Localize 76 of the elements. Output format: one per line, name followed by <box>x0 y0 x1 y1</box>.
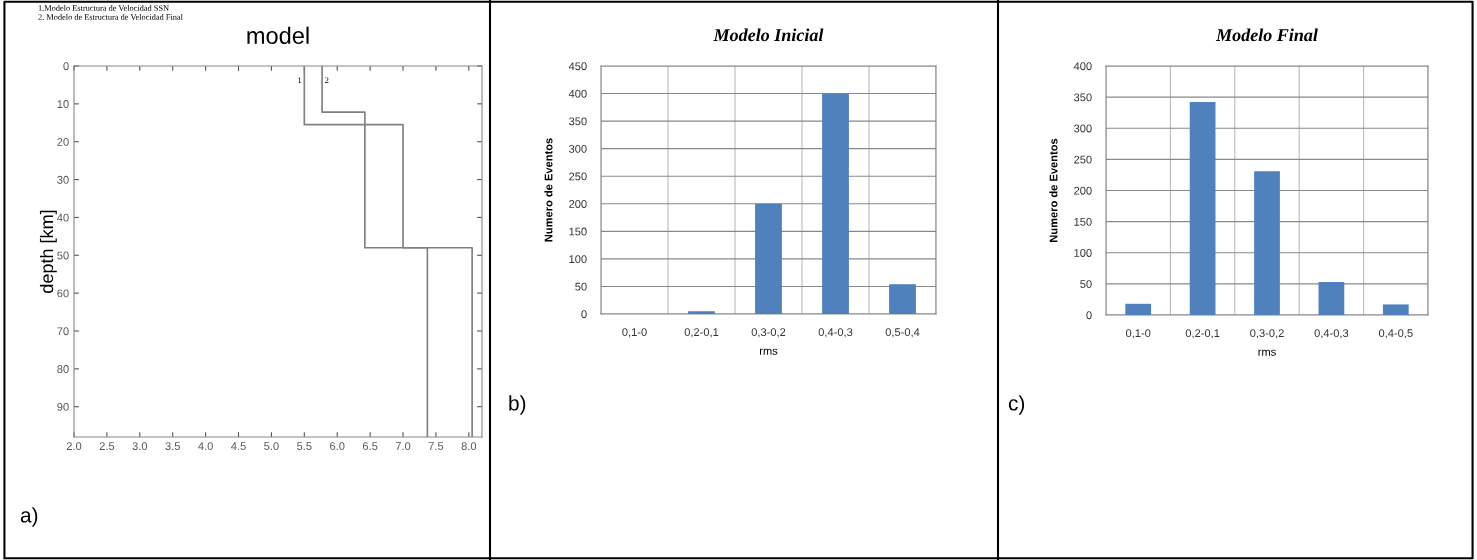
x-tick-label: 4.0 <box>198 442 213 451</box>
y-tick-label: 100 <box>569 255 587 264</box>
y-tick-label: 100 <box>1074 249 1092 257</box>
y-tick-label: 60 <box>57 289 69 298</box>
x-tick-label: 6.0 <box>330 442 345 451</box>
y-tick-label: 450 <box>568 62 587 71</box>
x-axis-title: rms <box>1258 349 1276 356</box>
x-tick-label: 6.5 <box>362 442 378 451</box>
x-tick-label: 7.5 <box>428 442 444 451</box>
bar <box>1318 282 1345 315</box>
x-tick-label: 2.0 <box>66 442 82 451</box>
x-tick-label: 0,1-0 <box>622 328 647 338</box>
x-tick-label: 5.5 <box>297 442 312 451</box>
bar <box>1254 171 1280 315</box>
bar <box>822 93 849 314</box>
bar <box>1125 303 1152 315</box>
series-label: 2 <box>325 77 329 83</box>
bar <box>1189 102 1216 315</box>
x-tick-label: 3.5 <box>165 442 180 451</box>
x-tick-label: 0,4-0,3 <box>1314 329 1349 339</box>
y-tick-label: 40 <box>57 213 69 222</box>
bar <box>1382 304 1409 315</box>
y-tick-label: 10 <box>57 100 69 108</box>
y-tick-label: 400 <box>568 89 587 98</box>
text: b) <box>509 395 526 415</box>
y-tick-label: 80 <box>57 365 69 373</box>
y-tick-label: 400 <box>1073 62 1092 71</box>
text: a) <box>20 507 38 527</box>
y-axis-title: Numero de Eventos <box>544 138 553 242</box>
text: 2. Modelo de Estructura de Velocidad Final <box>38 14 183 20</box>
y-tick-label: 0 <box>1086 311 1092 320</box>
y-tick-label: 50 <box>1080 280 1092 289</box>
y-tick-label: 350 <box>569 117 587 126</box>
x-tick-label: 3.0 <box>132 442 148 451</box>
x-tick-label: 0,3-0,2 <box>751 328 786 338</box>
x-tick-label: 5.0 <box>264 442 279 451</box>
x-tick-label: 2.5 <box>99 442 115 451</box>
x-tick-label: 7.0 <box>395 442 411 451</box>
x-tick-label: 0,4-0,3 <box>818 328 853 338</box>
bar <box>889 284 916 314</box>
y-tick-label: 70 <box>57 327 69 336</box>
chart-title: Modelo Inicial <box>713 28 824 42</box>
y-axis-title: depth [km] <box>39 210 57 293</box>
y-tick-label: 90 <box>57 402 69 411</box>
x-axis-title: rms <box>759 348 778 355</box>
x-tick-label: 0,2-0,1 <box>1185 329 1220 339</box>
y-tick-label: 0 <box>581 310 587 319</box>
y-tick-label: 350 <box>1074 93 1092 102</box>
text: c) <box>1008 395 1025 415</box>
bar <box>755 203 782 314</box>
series-label: 1 <box>298 77 302 83</box>
y-tick-label: 50 <box>57 251 69 260</box>
x-tick-label: 4.5 <box>231 442 246 451</box>
x-tick-label: 0,2-0,1 <box>684 328 719 338</box>
y-tick-label: 250 <box>569 172 587 181</box>
y-tick-label: 300 <box>1074 124 1092 133</box>
y-tick-label: 150 <box>569 227 587 236</box>
text: 1.Modelo Estructura de Velocidad SSN <box>38 5 169 11</box>
bar <box>688 311 715 314</box>
x-tick-label: 0,1-0 <box>1125 329 1151 339</box>
y-tick-label: 300 <box>569 144 587 153</box>
y-tick-label: 150 <box>1074 217 1092 226</box>
x-tick-label: 0,4-0,5 <box>1378 329 1413 339</box>
y-tick-label: 200 <box>569 200 587 208</box>
y-tick-label: 200 <box>1074 186 1092 195</box>
y-tick-label: 20 <box>57 137 69 146</box>
y-tick-label: 30 <box>57 175 69 184</box>
y-tick-label: 0 <box>63 62 69 71</box>
x-tick-label: 8.0 <box>461 442 477 451</box>
y-tick-label: 50 <box>575 282 587 291</box>
x-tick-label: 0,5-0,4 <box>885 328 920 338</box>
y-tick-label: 250 <box>1074 155 1092 164</box>
x-tick-label: 0,3-0,2 <box>1250 329 1284 339</box>
y-axis-title: Numero de Eventos <box>1049 138 1058 242</box>
chart-title: model <box>247 26 309 45</box>
chart-title: Modelo Final <box>1215 28 1318 42</box>
